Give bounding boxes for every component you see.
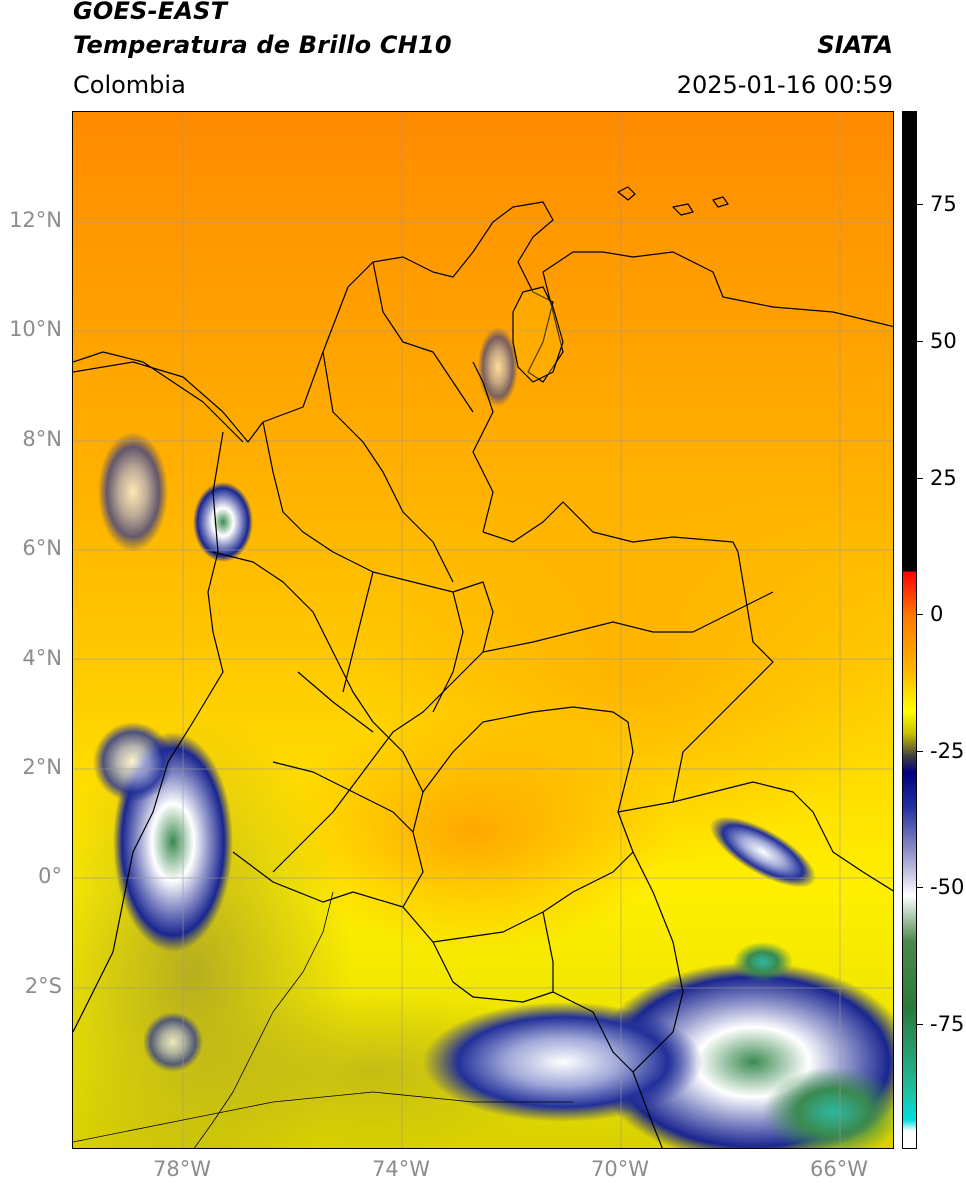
borders: [73, 186, 893, 1148]
region-label: Colombia: [73, 71, 186, 99]
map-canvas: [73, 112, 893, 1148]
lat-label: 12°N: [9, 208, 62, 232]
lat-label: 4°N: [22, 646, 62, 670]
lat-label: 8°N: [22, 427, 62, 451]
satellite-title: GOES-EAST: [73, 0, 228, 25]
lat-label: 6°N: [22, 536, 62, 560]
lon-label: 74°W: [372, 1157, 430, 1181]
cloud-core-teal: [763, 1067, 893, 1148]
colorbar-label: 75: [930, 192, 957, 216]
product-title: Temperatura de Brillo CH10: [73, 31, 452, 59]
colorbar-label: 50: [930, 329, 957, 353]
colorbar-tick: [917, 614, 923, 615]
colorbar: [902, 111, 917, 1149]
colorbar-label: 25: [930, 466, 957, 490]
cloud-choco: [193, 482, 253, 562]
cloud-caribbean: [478, 327, 518, 407]
lat-label: 2°N: [22, 755, 62, 779]
warm-plain: [373, 472, 893, 872]
lat-label: 0°: [38, 864, 62, 888]
cloud-amazon-west: [423, 1002, 703, 1122]
cloud-panama: [98, 432, 168, 552]
colorbar-tick: [917, 478, 923, 479]
lat-label: 2°S: [24, 974, 62, 998]
colorbar-tick: [917, 887, 923, 888]
lon-label: 70°W: [591, 1157, 649, 1181]
colorbar-label: -75: [930, 1012, 965, 1036]
cloud-band: [709, 816, 817, 888]
colorbar-tick: [917, 751, 923, 752]
cloud-ecuador: [143, 1012, 203, 1072]
colorbar-tick: [917, 204, 923, 205]
colorbar-label: 0: [930, 602, 944, 626]
colorbar-label: -50: [930, 875, 965, 899]
lon-label: 66°W: [810, 1157, 868, 1181]
colorbar-tick: [917, 341, 923, 342]
satellite-map[interactable]: [72, 111, 894, 1149]
source-label: SIATA: [817, 31, 893, 59]
cloud-pacific-north: [93, 722, 173, 802]
cloud-core-green: [733, 942, 793, 982]
colorbar-tick: [917, 1024, 923, 1025]
lat-label: 10°N: [9, 317, 62, 341]
colorbar-label: -25: [930, 739, 965, 763]
datetime-label: 2025-01-16 00:59: [676, 71, 893, 99]
lon-label: 78°W: [153, 1157, 211, 1181]
graticule: [73, 112, 893, 1148]
